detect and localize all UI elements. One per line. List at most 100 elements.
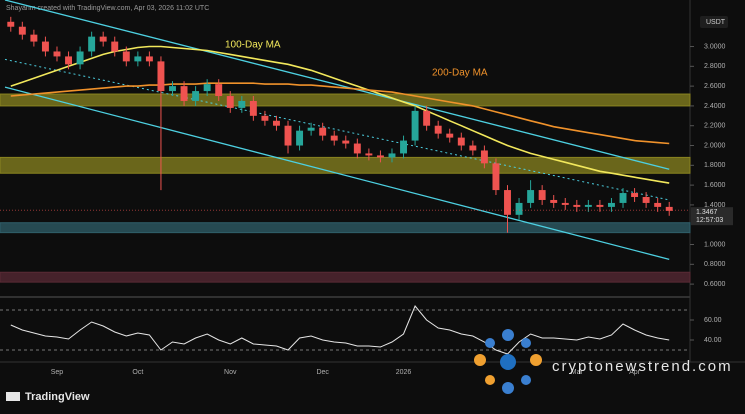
candle-body [365, 153, 373, 156]
candle-body [584, 204, 592, 207]
candle-body [642, 196, 650, 203]
candle-body [76, 51, 84, 65]
rsi-line [10, 305, 670, 355]
candle-body [30, 34, 38, 42]
y-tick-label: 2.8000 [704, 63, 726, 70]
candle-body [376, 155, 384, 158]
watermark: cryptonewstrend.com [552, 358, 733, 375]
candle-body [145, 56, 153, 62]
ma-label: 100-Day MA [225, 40, 281, 51]
ma-line [10, 45, 670, 184]
candle-body [538, 190, 546, 200]
candle-body [65, 56, 72, 65]
y-tick-label: 3.0000 [704, 43, 726, 50]
x-tick-label: Oct [132, 369, 143, 376]
candle-body [111, 41, 119, 52]
x-tick-label: Apr [629, 369, 641, 376]
y-tick-label: 0.8000 [704, 261, 726, 268]
candle-body [608, 202, 615, 207]
candle-body [342, 140, 350, 144]
candle-body [469, 145, 477, 151]
candle-body [203, 84, 211, 92]
candle-body [238, 100, 246, 108]
candle-body [53, 51, 61, 57]
candle-body [18, 26, 26, 35]
zone [0, 93, 691, 107]
trendline [4, 86, 670, 260]
candle-body [226, 96, 234, 108]
y-tick-label: 1.8000 [704, 162, 726, 169]
rsi-tick-label: 40.00 [704, 337, 722, 344]
candle-body [330, 135, 338, 141]
candle-body [504, 190, 511, 215]
candle-body [192, 91, 200, 101]
candle-body [296, 130, 304, 146]
zone [0, 271, 691, 283]
candle-body [88, 36, 96, 52]
y-tick-label: 0.6000 [704, 281, 726, 288]
candle-body [273, 120, 280, 126]
candle-body [307, 127, 315, 131]
candle-body [122, 51, 130, 62]
header: Shayanm created with TradingView.com, Ap… [6, 5, 209, 12]
candle-body [550, 199, 558, 203]
candle-body [515, 202, 523, 215]
y-tick-label: 1.6000 [704, 182, 726, 189]
candle-body [446, 133, 454, 138]
logo: TradingView [25, 391, 90, 403]
candle-body [284, 125, 292, 146]
candle-body [388, 153, 396, 158]
candle-body [527, 190, 535, 203]
candle-body [134, 56, 142, 62]
x-tick-label: Dec [316, 369, 329, 376]
candle-body [400, 140, 407, 154]
candle-body [561, 202, 569, 205]
candle-body [631, 193, 639, 197]
candle-body [480, 150, 488, 164]
candle-body [423, 110, 431, 126]
y-tick-label: 2.0000 [704, 142, 726, 149]
y-tick-label: 1.0000 [704, 241, 726, 248]
candle-body [41, 41, 49, 52]
y-tick-label: 1.4000 [704, 202, 726, 209]
candle-body [434, 125, 442, 134]
candle-body [619, 193, 627, 203]
trendline [4, 58, 670, 201]
zone [0, 222, 691, 234]
ma-label: 200-Day MA [432, 68, 488, 79]
candle-body [319, 127, 327, 136]
candle-body [665, 206, 673, 211]
candle-body [157, 61, 165, 92]
candle-body [99, 36, 107, 42]
rsi-tick-label: 60.00 [704, 317, 722, 324]
candle-body [261, 115, 269, 121]
x-tick-label: Nov [224, 369, 237, 376]
candle-body [654, 202, 662, 207]
candle-body [249, 100, 257, 116]
logo-icon [6, 392, 20, 401]
candle-body [180, 86, 188, 101]
candle-body [353, 143, 361, 154]
x-tick-label: Mar [571, 369, 584, 376]
trendline [4, 0, 670, 170]
currency: USDT [706, 19, 726, 26]
candle-body [573, 204, 581, 207]
watermark-logo [474, 329, 542, 394]
candle-body [596, 204, 604, 207]
candle-body [169, 86, 176, 92]
x-tick-label: Sep [51, 369, 64, 376]
y-tick-label: 2.2000 [704, 123, 726, 130]
candle-body [457, 137, 465, 146]
zone [0, 156, 691, 174]
candle-body [492, 163, 500, 191]
candle-body [215, 84, 223, 97]
last-price-box [691, 207, 733, 226]
x-tick-label: 2026 [396, 369, 412, 376]
y-tick-label: 2.6000 [704, 83, 726, 90]
countdown: 12:57:03 [696, 217, 723, 224]
ma-line [10, 82, 670, 145]
candle-body [411, 110, 419, 141]
last-price: 1.3467 [696, 209, 718, 216]
